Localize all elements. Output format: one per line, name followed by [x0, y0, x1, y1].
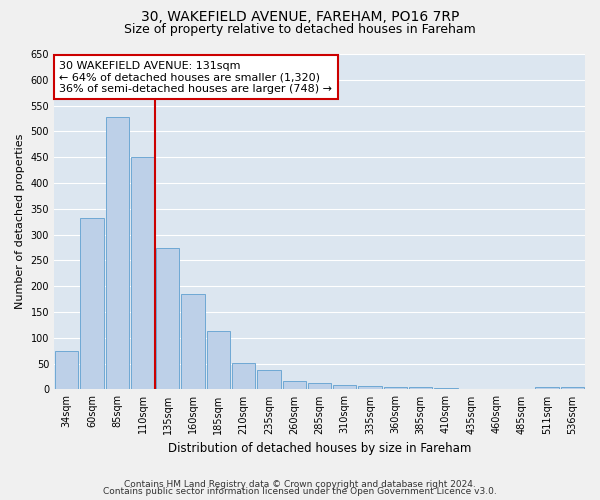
Text: Contains HM Land Registry data © Crown copyright and database right 2024.: Contains HM Land Registry data © Crown c…	[124, 480, 476, 489]
Bar	[434, 388, 458, 390]
Text: 30 WAKEFIELD AVENUE: 131sqm
← 64% of detached houses are smaller (1,320)
36% of : 30 WAKEFIELD AVENUE: 131sqm ← 64% of det…	[59, 60, 332, 94]
Bar	[358, 386, 382, 390]
Bar	[384, 387, 407, 390]
Bar	[308, 382, 331, 390]
Bar	[55, 350, 79, 390]
Text: 30, WAKEFIELD AVENUE, FAREHAM, PO16 7RP: 30, WAKEFIELD AVENUE, FAREHAM, PO16 7RP	[141, 10, 459, 24]
Bar	[257, 370, 281, 390]
Bar	[333, 385, 356, 390]
Bar	[80, 218, 104, 390]
X-axis label: Distribution of detached houses by size in Fareham: Distribution of detached houses by size …	[168, 442, 471, 455]
Bar	[131, 157, 154, 390]
Text: Contains public sector information licensed under the Open Government Licence v3: Contains public sector information licen…	[103, 488, 497, 496]
Bar	[535, 388, 559, 390]
Bar	[561, 388, 584, 390]
Bar	[106, 118, 129, 390]
Text: Size of property relative to detached houses in Fareham: Size of property relative to detached ho…	[124, 22, 476, 36]
Y-axis label: Number of detached properties: Number of detached properties	[15, 134, 25, 310]
Bar	[181, 294, 205, 390]
Bar	[207, 331, 230, 390]
Bar	[283, 380, 306, 390]
Bar	[232, 362, 256, 390]
Bar	[409, 388, 432, 390]
Bar	[156, 248, 179, 390]
